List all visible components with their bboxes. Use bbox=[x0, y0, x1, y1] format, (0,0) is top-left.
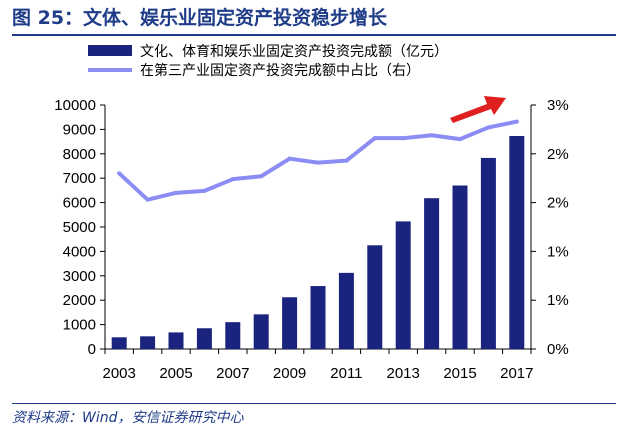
x-tick-label: 2005 bbox=[159, 365, 192, 382]
legend-bar-swatch bbox=[88, 45, 132, 56]
y-left-tick-label: 0 bbox=[88, 341, 96, 358]
bar bbox=[480, 157, 496, 349]
x-tick-label: 2003 bbox=[103, 365, 136, 382]
bar bbox=[111, 337, 127, 349]
line-point bbox=[458, 137, 462, 142]
x-tick-label: 2015 bbox=[443, 365, 476, 382]
x-tick-label: 2009 bbox=[273, 365, 306, 382]
x-tick-label: 2017 bbox=[500, 365, 533, 382]
figure-title: 图 25：文体、娱乐业固定资产投资稳步增长 bbox=[12, 7, 388, 29]
line-point bbox=[316, 160, 320, 165]
y-left-tick-label: 8000 bbox=[63, 146, 96, 163]
y-right-tick-label: 3% bbox=[547, 97, 569, 114]
y-left-tick-label: 3000 bbox=[63, 268, 96, 285]
bar bbox=[225, 322, 241, 349]
line-point bbox=[401, 136, 406, 141]
bar bbox=[338, 272, 354, 349]
bar bbox=[367, 245, 383, 349]
y-right-tick-label: 2% bbox=[547, 195, 569, 212]
bar bbox=[395, 221, 411, 349]
line-point bbox=[117, 171, 122, 176]
bar bbox=[282, 297, 298, 349]
line-point bbox=[202, 188, 207, 193]
line-point bbox=[486, 125, 491, 130]
y-left-tick-label: 5000 bbox=[63, 219, 96, 236]
y-left-tick-label: 2000 bbox=[63, 292, 96, 309]
line-point bbox=[230, 177, 235, 182]
source-note: 资料来源：Wind，安信证券研究中心 bbox=[12, 410, 244, 426]
line-series bbox=[117, 119, 519, 202]
legend-bar-label: 文化、体育和娱乐业固定资产投资完成额（亿元） bbox=[140, 44, 448, 60]
line-point bbox=[145, 197, 150, 202]
x-tick-label: 2007 bbox=[216, 365, 249, 382]
y-left-tick-label: 1000 bbox=[63, 317, 96, 334]
line-point bbox=[429, 133, 434, 138]
y-left-tick-label: 4000 bbox=[63, 243, 96, 260]
trend-arrow bbox=[450, 96, 506, 123]
bar-series bbox=[111, 135, 525, 349]
bar bbox=[196, 328, 212, 349]
bar bbox=[310, 286, 326, 349]
title-rule bbox=[12, 34, 616, 36]
bar bbox=[452, 185, 468, 349]
line-point bbox=[344, 158, 349, 163]
y-left-tick-label: 6000 bbox=[63, 195, 96, 212]
source-rule bbox=[12, 403, 616, 404]
y-left-tick-label: 9000 bbox=[63, 121, 96, 138]
line-point bbox=[259, 174, 264, 179]
line-point bbox=[174, 190, 178, 195]
line-point bbox=[514, 119, 519, 124]
line-point bbox=[372, 136, 377, 141]
y-right-tick-label: 1% bbox=[547, 292, 569, 309]
bar bbox=[168, 332, 184, 349]
bar bbox=[509, 135, 525, 349]
legend: 文化、体育和娱乐业固定资产投资完成额（亿元） 在第三产业固定资产投资完成额中占比… bbox=[88, 44, 448, 79]
y-right-tick-label: 1% bbox=[547, 243, 569, 260]
y-right-tick-label: 0% bbox=[547, 341, 569, 358]
y-right-tick-label: 2% bbox=[547, 146, 569, 163]
y-left-tick-label: 10000 bbox=[54, 97, 96, 114]
y-left-tick-label: 7000 bbox=[63, 170, 96, 187]
x-tick-label: 2011 bbox=[330, 365, 362, 382]
line-point bbox=[287, 156, 292, 161]
bar bbox=[424, 198, 440, 349]
bar bbox=[253, 314, 269, 349]
x-tick-label: 2013 bbox=[387, 365, 420, 382]
legend-line-label: 在第三产业固定资产投资完成额中占比（右） bbox=[140, 62, 420, 79]
bar bbox=[140, 336, 156, 349]
